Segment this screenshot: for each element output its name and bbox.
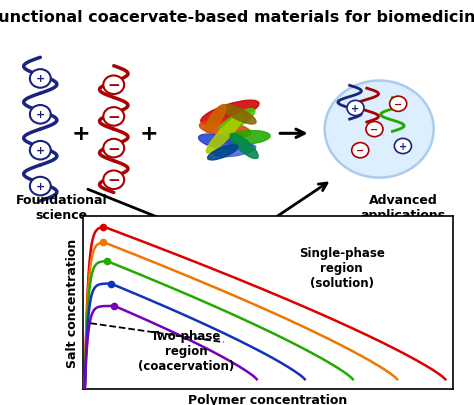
Text: Two-phase
region
(coacervation): Two-phase region (coacervation) (138, 330, 235, 372)
Text: +: + (140, 124, 159, 144)
Ellipse shape (219, 109, 255, 133)
Text: −: − (394, 100, 402, 109)
Text: +: + (399, 142, 407, 151)
Text: Advanced
applications: Advanced applications (360, 194, 446, 222)
Ellipse shape (208, 145, 238, 160)
Circle shape (394, 139, 411, 154)
Text: −: − (370, 125, 379, 135)
Circle shape (30, 142, 51, 160)
Ellipse shape (201, 101, 259, 125)
Ellipse shape (199, 135, 237, 150)
Ellipse shape (214, 144, 255, 157)
Text: +: + (351, 104, 360, 114)
Circle shape (103, 108, 124, 126)
Ellipse shape (230, 134, 258, 159)
Circle shape (30, 106, 51, 124)
Text: −: − (108, 173, 120, 188)
Text: −: − (108, 141, 120, 156)
X-axis label: Polymer concentration: Polymer concentration (188, 393, 347, 405)
Text: +: + (36, 74, 45, 84)
Circle shape (30, 70, 51, 88)
Y-axis label: Salt concentration: Salt concentration (66, 238, 79, 367)
Circle shape (103, 171, 124, 190)
Ellipse shape (206, 105, 226, 133)
Circle shape (325, 81, 434, 178)
Text: −: − (356, 146, 365, 156)
Circle shape (390, 97, 407, 112)
Text: Single-phase
region
(solution): Single-phase region (solution) (299, 247, 385, 290)
Ellipse shape (206, 114, 244, 153)
Circle shape (366, 122, 383, 137)
Text: −: − (108, 78, 120, 93)
Ellipse shape (200, 122, 251, 138)
Text: +: + (36, 146, 45, 156)
Circle shape (103, 76, 124, 95)
Circle shape (347, 101, 364, 116)
Text: +: + (36, 110, 45, 120)
Text: +: + (71, 124, 90, 144)
Ellipse shape (223, 105, 256, 125)
Circle shape (103, 139, 124, 158)
Text: Functional coacervate-based materials for biomedicine: Functional coacervate-based materials fo… (0, 10, 474, 25)
Text: Foundational
science: Foundational science (16, 194, 108, 222)
Ellipse shape (223, 131, 270, 145)
Circle shape (30, 177, 51, 196)
Circle shape (352, 143, 369, 158)
Text: −: − (108, 110, 120, 125)
Text: +: + (36, 181, 45, 192)
